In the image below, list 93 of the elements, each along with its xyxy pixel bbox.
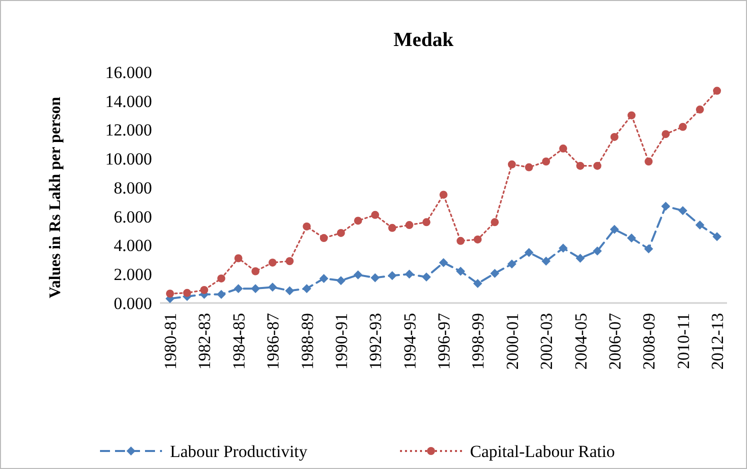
point — [183, 288, 192, 297]
point — [508, 160, 516, 168]
point — [404, 270, 414, 279]
point — [336, 228, 345, 237]
point — [405, 221, 414, 230]
y-tick-label: 4.000 — [114, 236, 152, 256]
point — [713, 86, 721, 95]
x-tick-label: 1990-91 — [332, 313, 351, 370]
point — [319, 274, 328, 283]
y-tick-label: 2.000 — [114, 265, 152, 284]
point — [542, 158, 550, 166]
x-tick-label: 1994-95 — [400, 313, 420, 370]
y-tick-label: 10.000 — [105, 150, 152, 169]
x-tick-label: 1992-93 — [366, 313, 386, 370]
point — [166, 290, 174, 298]
point — [644, 244, 654, 254]
legend-label: Labour Productivity — [170, 442, 308, 461]
x-tick-label: 2008-09 — [640, 313, 659, 370]
point — [712, 232, 722, 242]
point — [439, 258, 448, 268]
point — [217, 274, 226, 282]
point — [576, 254, 585, 263]
point — [558, 244, 568, 253]
point — [250, 284, 260, 294]
x-tick-label: 2000-01 — [502, 313, 522, 370]
point — [592, 246, 602, 256]
y-tick-label: 8.000 — [114, 178, 152, 198]
point — [507, 260, 516, 269]
point — [678, 206, 688, 216]
y-tick-label: 16.000 — [105, 62, 152, 82]
y-axis-title: Values in Rs Lakh per person — [47, 96, 64, 298]
point — [388, 224, 396, 232]
y-tick-label: 0.000 — [114, 294, 152, 313]
point — [542, 256, 551, 266]
x-tick-label: 2010-11 — [674, 313, 693, 370]
chart-title: Medak — [394, 29, 454, 51]
x-tick-label: 2004-05 — [571, 313, 590, 370]
point — [593, 162, 602, 170]
x-tick-label: 1996-97 — [434, 312, 454, 370]
point — [627, 234, 636, 243]
point — [628, 111, 636, 120]
point — [302, 222, 311, 230]
point — [234, 254, 242, 262]
point — [610, 132, 618, 141]
point — [662, 130, 670, 138]
point — [524, 248, 534, 257]
point — [200, 286, 208, 294]
point — [268, 282, 278, 292]
point — [320, 234, 328, 242]
point — [440, 190, 448, 199]
point — [354, 270, 363, 280]
point — [474, 235, 482, 244]
point — [678, 122, 687, 131]
point — [559, 144, 568, 153]
point — [285, 286, 294, 296]
x-tick-label: 1986-87 — [264, 312, 283, 370]
point — [234, 284, 243, 294]
point — [456, 236, 465, 245]
point — [524, 163, 533, 172]
point — [422, 272, 431, 282]
point — [695, 220, 704, 230]
y-tick-label: 14.000 — [105, 92, 152, 111]
x-tick-label: 2012-13 — [708, 313, 727, 370]
y-tick-label: 6.000 — [114, 207, 152, 226]
x-tick-label: 1982-83 — [195, 313, 214, 370]
point — [388, 271, 397, 280]
x-tick-label: 1998-99 — [468, 313, 488, 370]
x-tick-label: 2002-03 — [537, 313, 556, 370]
point — [336, 276, 346, 286]
point — [644, 158, 653, 166]
point — [610, 224, 619, 234]
point — [661, 202, 670, 211]
legend-label: Capital-Labour Ratio — [470, 442, 615, 461]
point — [216, 290, 226, 299]
point — [473, 279, 482, 288]
x-tick-label: 2006-07 — [605, 312, 624, 370]
x-tick-label: 1984-85 — [229, 313, 248, 370]
point — [354, 216, 362, 225]
point — [302, 284, 312, 294]
point — [251, 267, 260, 276]
point — [370, 273, 380, 282]
x-tick-label: 1988-89 — [298, 313, 317, 370]
point — [490, 218, 499, 226]
point — [456, 266, 466, 276]
x-tick-label: 1980-81 — [161, 313, 180, 370]
point — [268, 258, 277, 267]
point — [490, 268, 500, 278]
point — [422, 218, 430, 226]
point — [576, 162, 584, 170]
y-tick-label: 12.000 — [105, 120, 152, 140]
point — [696, 106, 704, 114]
point — [371, 210, 380, 219]
point — [286, 257, 294, 266]
